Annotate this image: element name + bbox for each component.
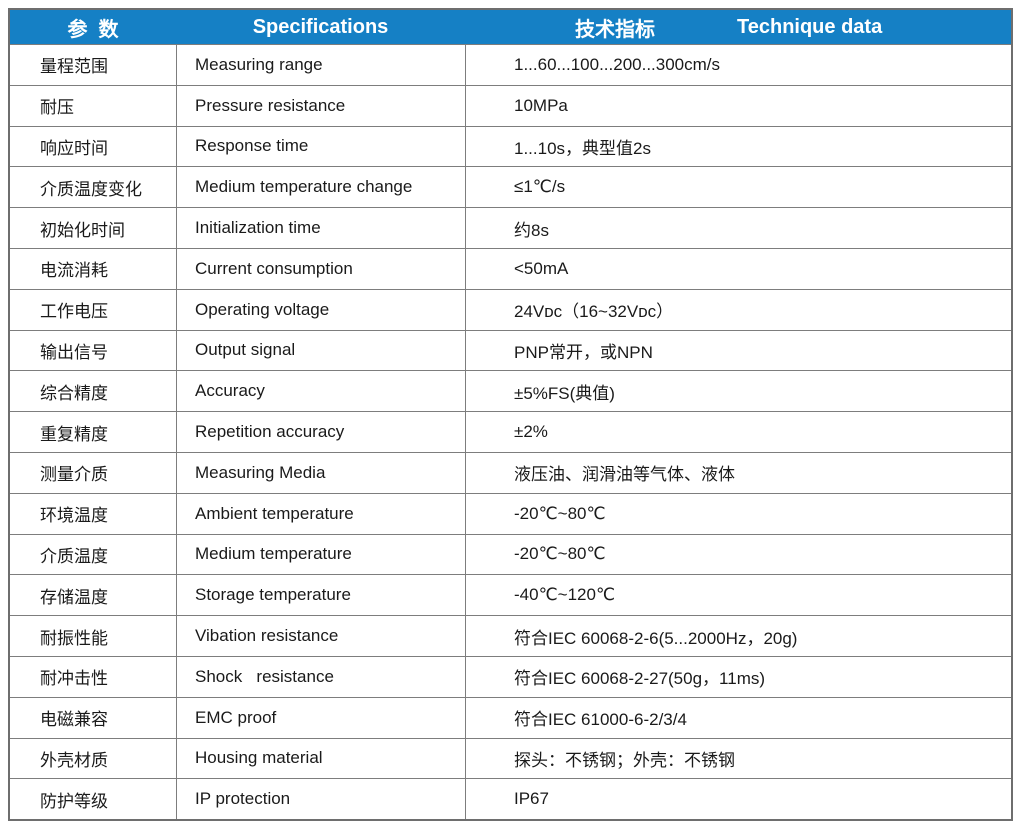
param-name-cn: 响应时间 [40,138,108,158]
table-row: 测量介质 Measuring Media 液压油、润滑油等气体、液体 [10,451,1011,493]
param-name-cn: 综合精度 [40,383,108,403]
param-value: ≤1℃/s [465,167,1011,208]
param-name-en: Pressure resistance [176,85,465,126]
table-row: 介质温度 Medium temperature -20℃~80℃ [10,533,1011,575]
table-row: 响应时间 Response time 1...10s，典型值2s [10,125,1011,167]
header-tech-cn-label: 技术指标 [575,18,655,41]
param-name-en: Repetition accuracy [176,412,465,452]
param-name-cn: 防护等级 [40,791,108,811]
param-value: 1...60...100...200...300cm/s [465,45,1011,85]
param-value: 约8s [465,208,1011,248]
param-name-cn: 电流消耗 [40,261,108,281]
param-value: 24Vᴅᴄ（16~32Vᴅᴄ） [465,289,1011,330]
table-row: 耐冲击性 Shock resistance 符合IEC 60068-2-27(5… [10,655,1011,697]
param-name-cn: 重复精度 [40,424,108,444]
table-row: 环境温度 Ambient temperature -20℃~80℃ [10,492,1011,534]
table-row: 量程范围 Measuring range 1...60...100...200.… [10,44,1011,85]
param-name-cn: 介质温度变化 [40,179,142,199]
param-value: PNP常开，或NPN [465,330,1011,371]
param-name-cn: 初始化时间 [40,220,125,240]
param-name-en: Medium temperature [176,534,465,575]
table-row: 耐压 Pressure resistance 10MPa [10,84,1011,126]
table-row: 电流消耗 Current consumption <50mA [10,247,1011,289]
table-row: 电磁兼容 EMC proof 符合IEC 61000-6-2/3/4 [10,696,1011,738]
param-name-cn: 耐振性能 [40,628,108,648]
param-name-en: EMC proof [176,697,465,738]
table-row: 耐振性能 Vibation resistance 符合IEC 60068-2-6… [10,615,1011,656]
header-param-label: 参 数 [67,18,119,41]
table-row: 存储温度 Storage temperature -40℃~120℃ [10,574,1011,616]
table-header-row: 参 数 Specifications 技术指标 Technique data [10,10,1011,44]
param-name-cn: 外壳材质 [40,750,108,770]
param-name-cn: 量程范围 [40,57,108,77]
param-value: 符合IEC 60068-2-27(50g，11ms) [465,656,1011,697]
param-value: 10MPa [465,85,1011,126]
table-row: 输出信号 Output signal PNP常开，或NPN [10,329,1011,371]
param-name-en: Storage temperature [176,575,465,616]
param-value: 1...10s，典型值2s [465,126,1011,167]
param-name-en: Shock resistance [176,656,465,697]
header-tech-en-label: Technique data [737,15,883,38]
param-name-en: Measuring range [176,45,465,85]
table-row: 外壳材质 Housing material 探头：不锈钢；外壳：不锈钢 [10,737,1011,779]
param-name-cn: 介质温度 [40,546,108,566]
param-name-en: Medium temperature change [176,167,465,208]
param-name-en: Operating voltage [176,289,465,330]
param-name-en: Accuracy [176,371,465,412]
param-value: -40℃~120℃ [465,575,1011,616]
param-name-cn: 环境温度 [40,506,108,526]
param-value: 符合IEC 61000-6-2/3/4 [465,697,1011,738]
param-value: ±5%FS(典值) [465,371,1011,412]
param-name-en: Initialization time [176,208,465,248]
table-row: 工作电压 Operating voltage 24Vᴅᴄ（16~32Vᴅᴄ） [10,288,1011,330]
param-name-cn: 测量介质 [40,465,108,485]
header-spec-label: Specifications [252,15,389,38]
param-name-en: Vibation resistance [176,616,465,656]
table-row: 综合精度 Accuracy ±5%FS(典值) [10,370,1011,412]
param-name-en: Response time [176,126,465,167]
param-value: 符合IEC 60068-2-6(5...2000Hz，20g) [465,616,1011,656]
param-name-en: IP protection [176,779,465,820]
table-row: 介质温度变化 Medium temperature change ≤1℃/s [10,166,1011,208]
param-value: ±2% [465,412,1011,452]
param-name-cn: 耐压 [40,98,74,118]
param-name-cn: 耐冲击性 [40,669,108,689]
param-name-en: Ambient temperature [176,493,465,534]
param-name-en: Measuring Media [176,452,465,493]
param-value: 液压油、润滑油等气体、液体 [465,452,1011,493]
table-row: 初始化时间 Initialization time 约8s [10,207,1011,248]
param-name-cn: 存储温度 [40,587,108,607]
header-tech-group: 技术指标 Technique data [465,13,1011,42]
param-name-en: Output signal [176,330,465,371]
param-value: <50mA [465,248,1011,289]
param-name-cn: 工作电压 [40,302,108,322]
param-value: -20℃~80℃ [465,534,1011,575]
param-value: -20℃~80℃ [465,493,1011,534]
param-name-en: Current consumption [176,248,465,289]
param-name-cn: 电磁兼容 [40,710,108,730]
param-name-en: Housing material [176,738,465,779]
specification-table: 参 数 Specifications 技术指标 Technique data 量… [8,8,1013,821]
table-row: 重复精度 Repetition accuracy ±2% [10,411,1011,452]
param-name-cn: 输出信号 [40,342,108,362]
param-value: 探头：不锈钢；外壳：不锈钢 [465,738,1011,779]
table-row: 防护等级 IP protection IP67 [10,778,1011,820]
param-value: IP67 [465,779,1011,820]
